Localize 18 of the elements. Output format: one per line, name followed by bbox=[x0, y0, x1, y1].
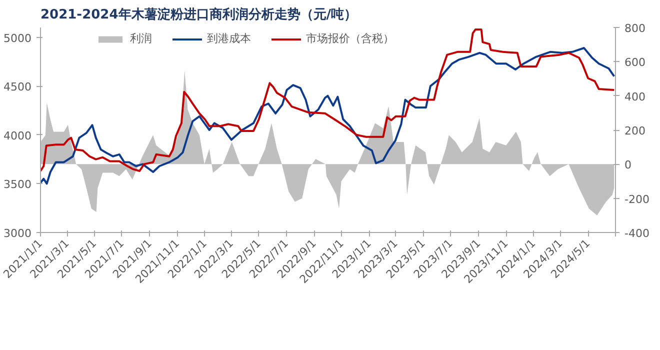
y2-tick-label: -400 bbox=[624, 227, 650, 240]
y2-tick-label: -200 bbox=[624, 192, 650, 206]
y-tick-label: 3000 bbox=[4, 227, 32, 240]
y2-tick-label: 600 bbox=[624, 56, 646, 70]
y-tick-label: 4000 bbox=[4, 129, 32, 142]
line-series bbox=[40, 28, 616, 172]
legend-label: 市场报价（含税） bbox=[306, 31, 394, 46]
y-tick-label: 5000 bbox=[4, 32, 32, 45]
y2-tick-label: 400 bbox=[624, 90, 646, 104]
legend-label: 到港成本 bbox=[207, 31, 251, 46]
y-tick-label: 4500 bbox=[4, 80, 32, 94]
y2-tick-label: 200 bbox=[624, 124, 646, 138]
line-series bbox=[40, 47, 616, 185]
legend-label: 利润 bbox=[130, 31, 152, 46]
chart-title: 2021-2024年木薯淀粉进口商利润分析走势（元/吨） bbox=[40, 6, 358, 22]
y2-tick-label: 0 bbox=[624, 158, 632, 172]
y2-tick-label: 800 bbox=[624, 22, 646, 35]
y-tick-label: 3500 bbox=[4, 178, 32, 192]
